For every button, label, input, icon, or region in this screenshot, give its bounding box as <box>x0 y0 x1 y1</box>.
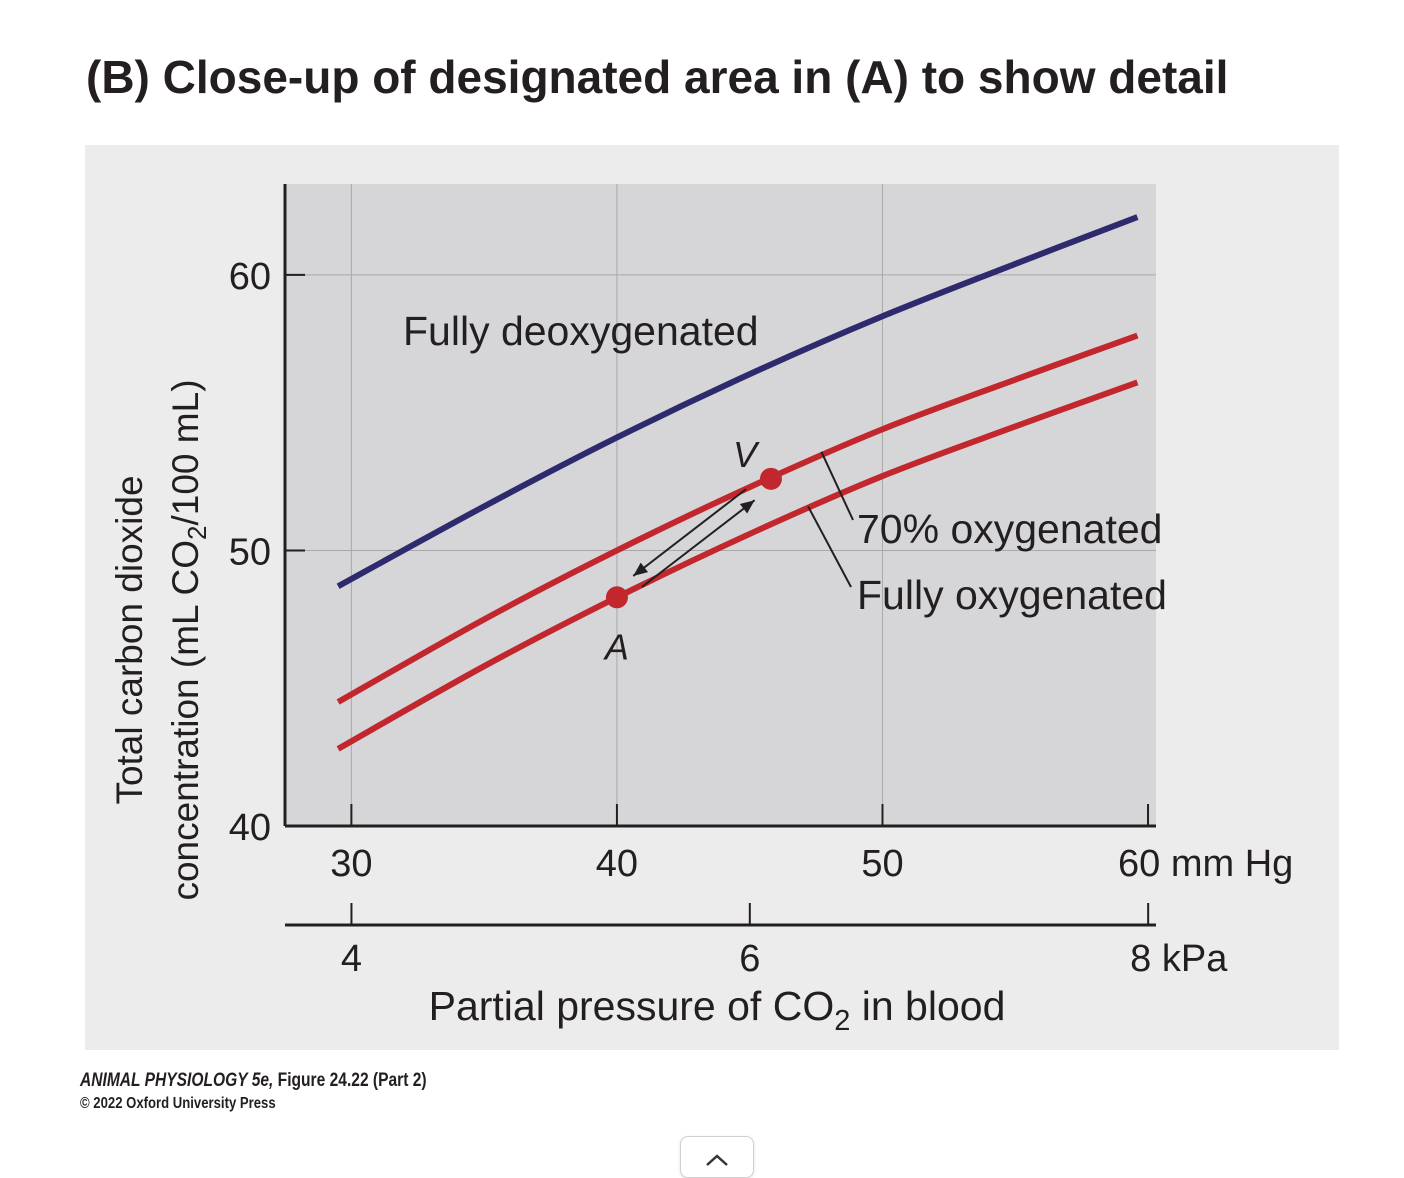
x-tick-label: 50 <box>861 843 903 885</box>
chart: 40 50 60 30 40 50 60 mm Hg 4 6 8 kPa Fully deoxyg… <box>109 184 1293 1037</box>
scroll-to-top-button[interactable] <box>680 1136 754 1178</box>
series-label-deoxygenated: Fully deoxygenated <box>403 308 759 354</box>
x2-tick-label: 6 <box>739 938 760 980</box>
arrow-a-to-v <box>641 499 756 588</box>
leader-line-70 <box>820 451 854 521</box>
chart-panel: 40 50 60 30 40 50 60 mm Hg 4 6 8 kPa Fully deoxyg… <box>85 145 1339 1050</box>
series-line-0 <box>336 214 1139 589</box>
credit-figure: Figure 24.22 (Part 2) <box>273 1070 427 1091</box>
y-tick-label: 40 <box>229 807 271 849</box>
point-v-label: V <box>733 434 760 475</box>
credit-copyright: © 2022 Oxford University Press <box>80 1095 276 1112</box>
x-tick-label: 60 mm Hg <box>1118 843 1293 885</box>
figure-credit: ANIMAL PHYSIOLOGY 5e, Figure 24.22 (Part… <box>80 1070 503 1113</box>
y-tick-label: 50 <box>229 531 271 573</box>
chevron-up-icon <box>706 1154 728 1166</box>
leader-line-full <box>807 506 852 588</box>
x-tick-label: 30 <box>330 843 372 885</box>
arrow-v-to-a-head <box>633 562 649 576</box>
point-a <box>605 586 628 609</box>
series-line-2 <box>336 379 1139 752</box>
xlabel: Partial pressure of CO2 in blood <box>429 983 1006 1037</box>
ylabel-line2: concentration (mL CO2/100 mL) <box>165 379 212 900</box>
credit-book: ANIMAL PHYSIOLOGY 5e, <box>80 1070 274 1091</box>
annotations: Fully deoxygenated 70% oxygenated Fully ox… <box>403 308 1167 667</box>
x2-tick-label: 8 kPa <box>1130 938 1228 980</box>
figure-title: (B) Close-up of designated area in (A) t… <box>86 51 1229 103</box>
x2-tick-label: 4 <box>341 938 362 980</box>
arrow-a-to-v-head <box>739 500 755 514</box>
series-label-70-oxygenated: 70% oxygenated <box>857 506 1162 552</box>
axes: 40 50 60 30 40 50 60 mm Hg 4 6 8 kPa <box>229 184 1293 980</box>
series-lines <box>336 214 1139 752</box>
series-line-1 <box>336 332 1139 705</box>
ylabel-line1: Total carbon dioxide <box>109 475 150 804</box>
point-a-label: A <box>603 626 629 667</box>
y-tick-label: 60 <box>229 256 271 298</box>
x-tick-label: 40 <box>596 843 638 885</box>
arrow-v-to-a <box>632 488 747 577</box>
series-label-fully-oxygenated: Fully oxygenated <box>857 572 1167 618</box>
plot-background <box>285 184 1156 826</box>
grid <box>285 184 1156 826</box>
point-v <box>759 467 782 490</box>
